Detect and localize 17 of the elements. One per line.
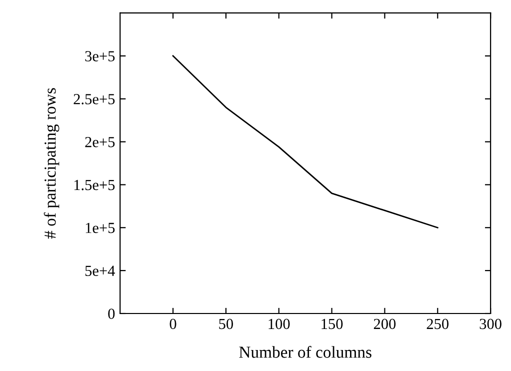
y-tick-label: 0: [108, 308, 115, 319]
line-series: [172, 55, 438, 228]
x-tick-label: 300: [480, 318, 502, 330]
x-tick-label: 250: [426, 318, 449, 330]
y-tick-label: 2.5e+5: [74, 94, 115, 104]
x-axis-title: Number of columns: [239, 346, 372, 358]
y-tick-label: 2e+5: [85, 136, 115, 148]
y-tick-label: 1.5e+5: [74, 180, 115, 190]
y-axis-title: # of participating rows: [44, 88, 60, 239]
x-tick-label: 200: [374, 318, 396, 330]
x-tick-label: 100: [268, 318, 290, 330]
y-tick-label: 5e+4: [85, 266, 115, 276]
y-tick-label: 3e+5: [85, 51, 115, 62]
x-tick-label: 50: [219, 318, 233, 330]
x-tick-label: 0: [170, 318, 176, 330]
x-tick-label: 150: [322, 318, 343, 330]
y-tick-label: 1e+5: [86, 222, 115, 234]
